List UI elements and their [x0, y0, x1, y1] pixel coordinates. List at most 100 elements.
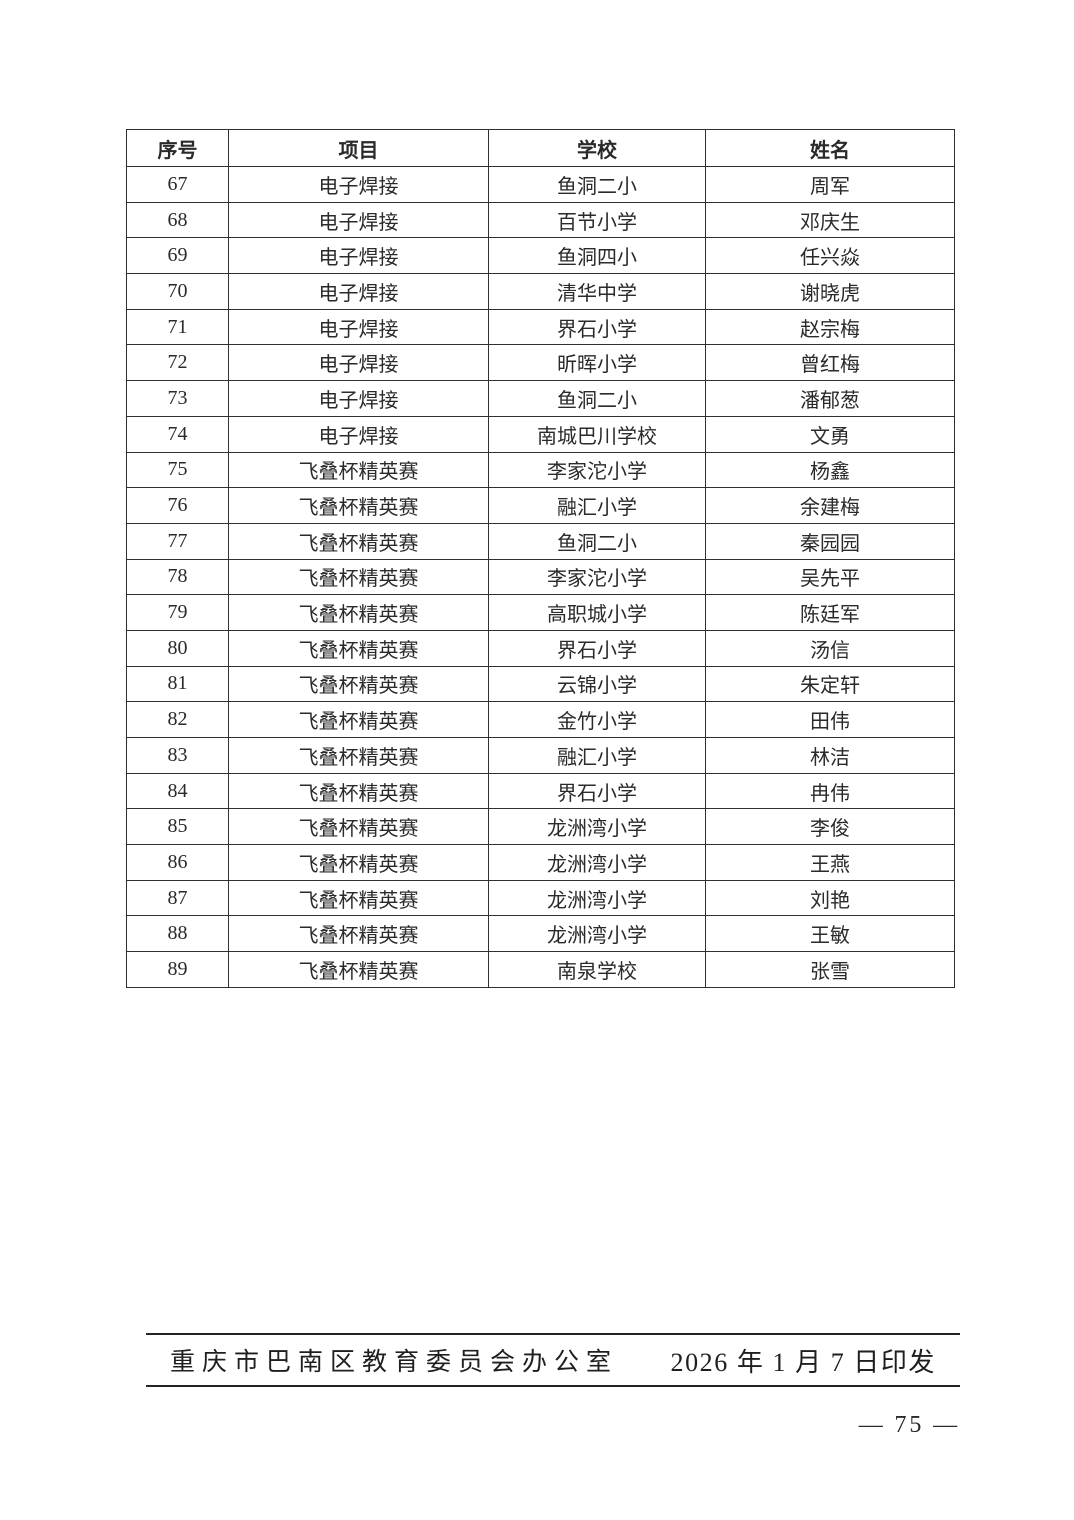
cell-index: 80: [126, 629, 229, 667]
cell-name: 任兴焱: [705, 237, 955, 275]
table-row: 72 电子焊接 昕晖小学 曾红梅: [126, 344, 955, 382]
cell-project: 飞叠杯精英赛: [228, 844, 489, 881]
table-row: 80 飞叠杯精英赛 界石小学 汤信: [126, 629, 955, 667]
cell-project: 电子焊接: [228, 237, 489, 275]
cell-name: 刘艳: [705, 879, 955, 917]
cell-name: 汤信: [705, 629, 955, 667]
cell-index: 87: [126, 879, 229, 917]
table-row: 85 飞叠杯精英赛 龙洲湾小学 李俊: [126, 808, 955, 846]
table-row: 78 飞叠杯精英赛 李家沱小学 吴先平: [126, 558, 955, 596]
cell-school: 南城巴川学校: [488, 415, 706, 453]
table-row: 86 飞叠杯精英赛 龙洲湾小学 王燕: [126, 844, 955, 881]
award-table: 序号 项目 学校 姓名 67 电子焊接 鱼洞二小 周军 68 电子焊接 百节小学 邓庆生 69 电子焊接…: [126, 129, 955, 988]
cell-index: 77: [126, 522, 229, 560]
cell-school: 龙洲湾小学: [488, 844, 706, 881]
cell-project: 飞叠杯精英赛: [228, 951, 489, 988]
column-header: 序号: [126, 129, 229, 167]
cell-name: 秦园园: [705, 522, 955, 560]
cell-school: 界石小学: [488, 629, 706, 667]
cell-school: 融汇小学: [488, 487, 706, 524]
footer-band: 重庆市巴南区教育委员会办公室 2026 年 1 月 7 日印发: [146, 1333, 960, 1387]
cell-name: 冉伟: [705, 772, 955, 810]
cell-name: 潘郁葱: [705, 380, 955, 417]
cell-school: 李家沱小学: [488, 451, 706, 489]
cell-project: 飞叠杯精英赛: [228, 915, 489, 953]
cell-index: 86: [126, 844, 229, 881]
cell-name: 李俊: [705, 808, 955, 846]
cell-school: 清华中学: [488, 273, 706, 310]
cell-index: 75: [126, 451, 229, 489]
cell-name: 周军: [705, 166, 955, 203]
page-number: — 75 —: [858, 1412, 960, 1438]
table-row: 68 电子焊接 百节小学 邓庆生: [126, 201, 955, 239]
cell-name: 赵宗梅: [705, 308, 955, 346]
cell-project: 电子焊接: [228, 380, 489, 417]
cell-name: 吴先平: [705, 558, 955, 596]
footer-print-date: 2026 年 1 月 7 日印发: [670, 1347, 936, 1377]
cell-project: 飞叠杯精英赛: [228, 451, 489, 489]
cell-school: 界石小学: [488, 772, 706, 810]
cell-index: 79: [126, 594, 229, 631]
cell-school: 李家沱小学: [488, 558, 706, 596]
cell-school: 鱼洞四小: [488, 237, 706, 275]
cell-project: 飞叠杯精英赛: [228, 594, 489, 631]
cell-name: 杨鑫: [705, 451, 955, 489]
cell-index: 70: [126, 273, 229, 310]
cell-project: 电子焊接: [228, 308, 489, 346]
table-row: 67 电子焊接 鱼洞二小 周军: [126, 166, 955, 203]
table-row: 76 飞叠杯精英赛 融汇小学 余建梅: [126, 487, 955, 524]
table-row: 83 飞叠杯精英赛 融汇小学 林洁: [126, 737, 955, 774]
cell-name: 余建梅: [705, 487, 955, 524]
cell-school: 金竹小学: [488, 701, 706, 738]
cell-project: 飞叠杯精英赛: [228, 665, 489, 703]
cell-name: 邓庆生: [705, 201, 955, 239]
cell-name: 王燕: [705, 844, 955, 881]
table-row: 77 飞叠杯精英赛 鱼洞二小 秦园园: [126, 522, 955, 560]
table-row: 82 飞叠杯精英赛 金竹小学 田伟: [126, 701, 955, 738]
cell-name: 谢晓虎: [705, 273, 955, 310]
cell-project: 飞叠杯精英赛: [228, 808, 489, 846]
cell-school: 云锦小学: [488, 665, 706, 703]
cell-school: 融汇小学: [488, 737, 706, 774]
table-row: 84 飞叠杯精英赛 界石小学 冉伟: [126, 772, 955, 810]
column-header: 项目: [228, 129, 489, 167]
cell-school: 南泉学校: [488, 951, 706, 988]
cell-index: 73: [126, 380, 229, 417]
column-header: 学校: [488, 129, 706, 167]
table-row: 89 飞叠杯精英赛 南泉学校 张雪: [126, 951, 955, 988]
cell-index: 74: [126, 415, 229, 453]
cell-school: 昕晖小学: [488, 344, 706, 382]
table-row: 71 电子焊接 界石小学 赵宗梅: [126, 308, 955, 346]
cell-school: 高职城小学: [488, 594, 706, 631]
table-row: 88 飞叠杯精英赛 龙洲湾小学 王敏: [126, 915, 955, 953]
cell-name: 陈廷军: [705, 594, 955, 631]
cell-index: 72: [126, 344, 229, 382]
cell-index: 83: [126, 737, 229, 774]
cell-project: 飞叠杯精英赛: [228, 737, 489, 774]
cell-project: 飞叠杯精英赛: [228, 772, 489, 810]
cell-index: 67: [126, 166, 229, 203]
cell-index: 84: [126, 772, 229, 810]
footer-issuer: 重庆市巴南区教育委员会办公室: [170, 1349, 619, 1376]
cell-index: 81: [126, 665, 229, 703]
table-row: 75 飞叠杯精英赛 李家沱小学 杨鑫: [126, 451, 955, 489]
cell-project: 飞叠杯精英赛: [228, 701, 489, 738]
cell-school: 龙洲湾小学: [488, 915, 706, 953]
cell-name: 张雪: [705, 951, 955, 988]
cell-name: 朱定轩: [705, 665, 955, 703]
cell-name: 曾红梅: [705, 344, 955, 382]
table-row: 74 电子焊接 南城巴川学校 文勇: [126, 415, 955, 453]
cell-project: 飞叠杯精英赛: [228, 879, 489, 917]
cell-name: 文勇: [705, 415, 955, 453]
cell-index: 85: [126, 808, 229, 846]
award-table-body: 67 电子焊接 鱼洞二小 周军 68 电子焊接 百节小学 邓庆生 69 电子焊接 鱼洞四小 任兴焱 70…: [126, 166, 955, 988]
cell-project: 飞叠杯精英赛: [228, 629, 489, 667]
cell-school: 龙洲湾小学: [488, 879, 706, 917]
table-row: 87 飞叠杯精英赛 龙洲湾小学 刘艳: [126, 879, 955, 917]
table-row: 81 飞叠杯精英赛 云锦小学 朱定轩: [126, 665, 955, 703]
cell-index: 69: [126, 237, 229, 275]
cell-school: 界石小学: [488, 308, 706, 346]
cell-index: 88: [126, 915, 229, 953]
cell-index: 78: [126, 558, 229, 596]
